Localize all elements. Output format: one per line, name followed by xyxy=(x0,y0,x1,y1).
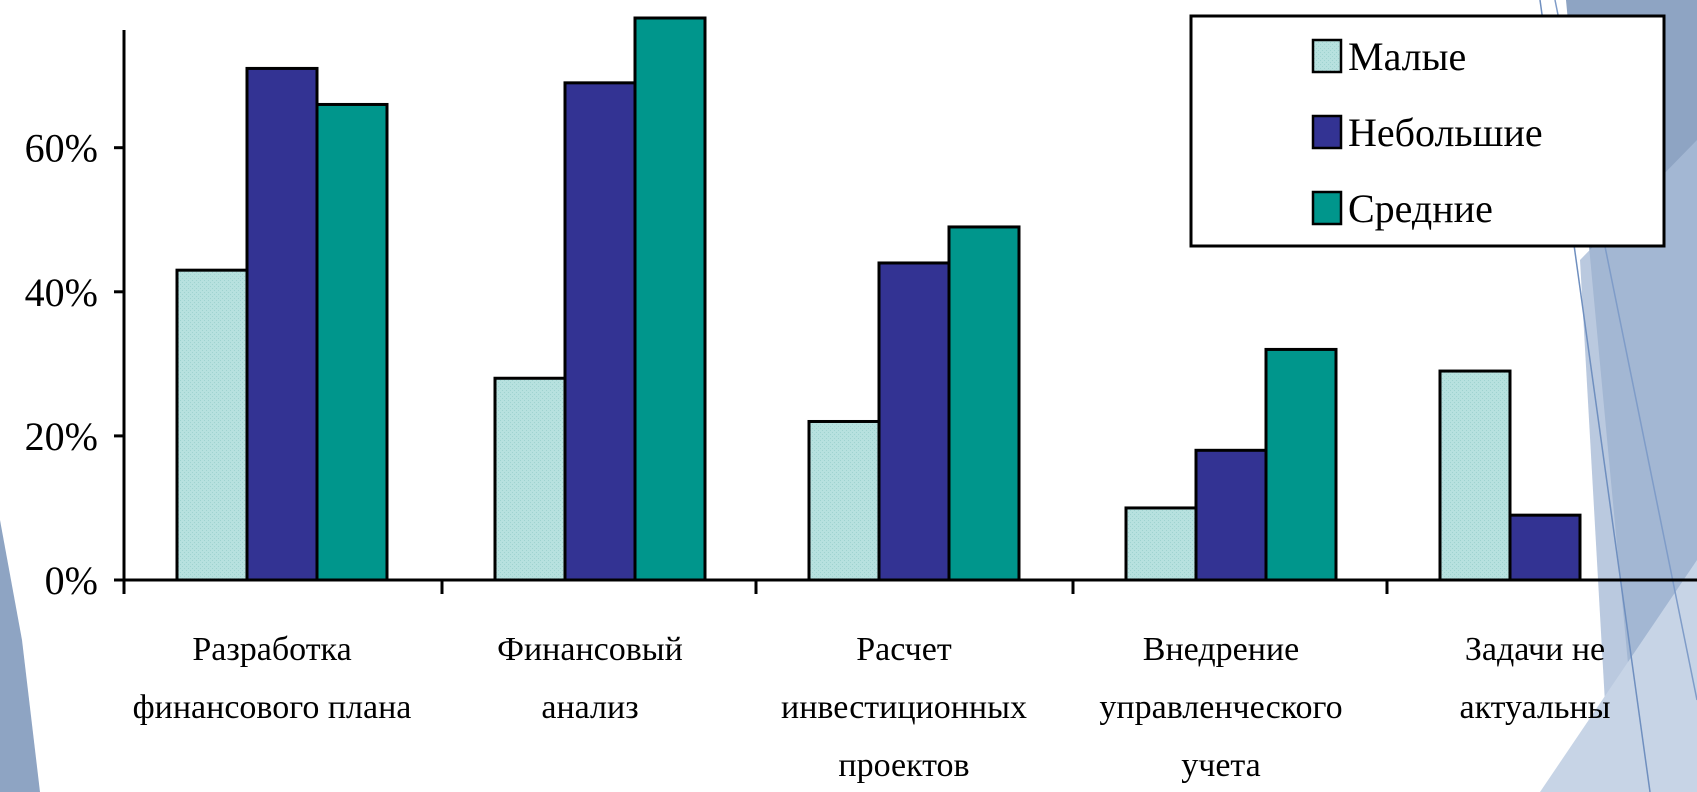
y-tick-label: 20% xyxy=(25,414,98,459)
legend-swatch-3 xyxy=(1311,190,1343,226)
bar-2-4 xyxy=(1194,448,1268,582)
right-decor-pale xyxy=(1540,560,1697,792)
legend-swatch-1 xyxy=(1311,38,1343,74)
x-category-label: Задачи не актуальны xyxy=(1459,631,1610,726)
bar-3-2 xyxy=(633,16,707,582)
x-category-label: Внедрение управленческого учета xyxy=(1099,631,1342,784)
left-decor xyxy=(0,520,40,792)
bar-3-1 xyxy=(315,102,389,582)
x-category-label: Расчет инвестиционных проектов xyxy=(781,631,1027,784)
bar-3-3 xyxy=(947,225,1021,582)
x-category-label: Финансовый анализ xyxy=(497,631,683,726)
y-tick-label: 40% xyxy=(25,270,98,315)
plot-area: 0% 20% 40% 60% Разработка финансового плана Фи… xyxy=(25,16,1697,784)
legend-swatch-2 xyxy=(1311,114,1343,150)
legend-box xyxy=(1189,14,1666,248)
bar-2-3 xyxy=(877,261,951,582)
bar-2-5 xyxy=(1508,513,1582,582)
bar-1-1 xyxy=(175,268,249,582)
bar-1-2 xyxy=(493,376,567,582)
legend-label-2: Небольшие xyxy=(1348,110,1543,155)
x-category-label: Разработка финансового плана xyxy=(133,631,412,726)
y-tick-label: 60% xyxy=(25,126,98,171)
bar-2-1 xyxy=(245,66,319,582)
bar-1-3 xyxy=(807,419,881,582)
y-tick-label: 0% xyxy=(45,558,98,603)
legend-label-1: Малые xyxy=(1348,34,1466,79)
legend-label-3: Средние xyxy=(1348,186,1493,231)
bar-1-4 xyxy=(1124,506,1198,582)
legend: Малые Небольшие Средние xyxy=(1189,14,1666,248)
bar-1-5 xyxy=(1438,369,1512,582)
bar-2-2 xyxy=(563,81,637,582)
bar-3-4 xyxy=(1264,347,1338,582)
